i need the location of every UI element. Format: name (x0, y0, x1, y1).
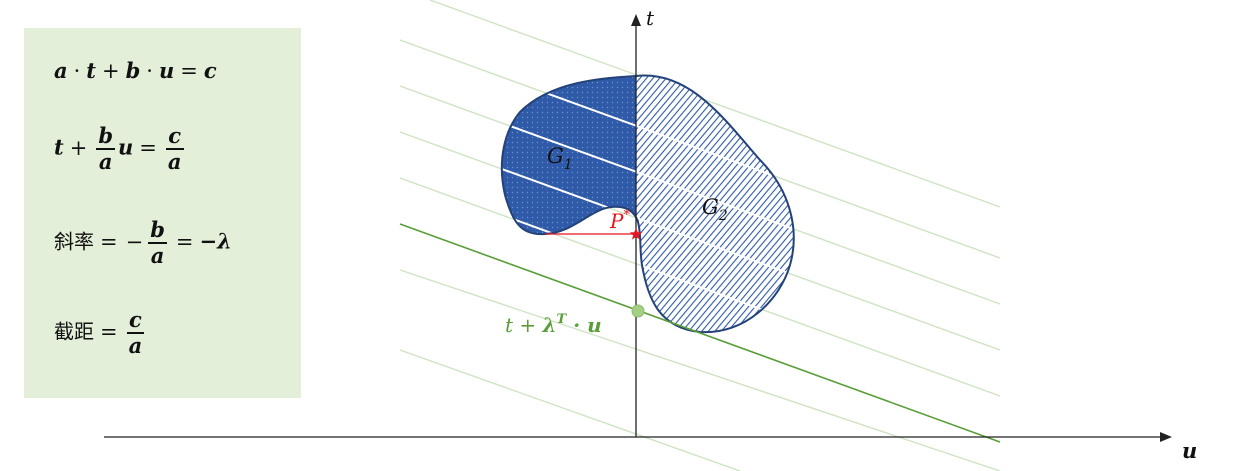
region-outline (500, 74, 795, 334)
level-lines-inside (501, 75, 794, 333)
level-line-7 (399, 349, 741, 471)
supporting-line-label: t + λT · u (505, 312, 602, 337)
region-g1-label: G1 (547, 144, 573, 173)
formula-panel: a · t + b · u = c t + b a u = c a 斜率 = − b a = −λ 截距 = c a (24, 28, 301, 398)
u-axis-arrow (1160, 432, 1172, 442)
equation-line-3: 斜率 = − b a = −λ (54, 217, 232, 268)
supporting-line (399, 223, 1001, 443)
p-star-label: P* (609, 208, 630, 233)
equation-line-1: a · t + b · u = c (54, 58, 217, 83)
t-axis-arrow (631, 14, 641, 26)
u-axis-label: u (1182, 438, 1197, 463)
intercept-point (631, 304, 645, 318)
p-star-marker (629, 228, 643, 240)
level-line-1 (429, 0, 1001, 208)
t-axis-label: t (646, 6, 655, 30)
region-g2-label: G2 (702, 195, 728, 224)
equation-line-4: 截距 = c a (54, 307, 145, 358)
equation-line-2: t + b a u = c a (54, 123, 184, 174)
